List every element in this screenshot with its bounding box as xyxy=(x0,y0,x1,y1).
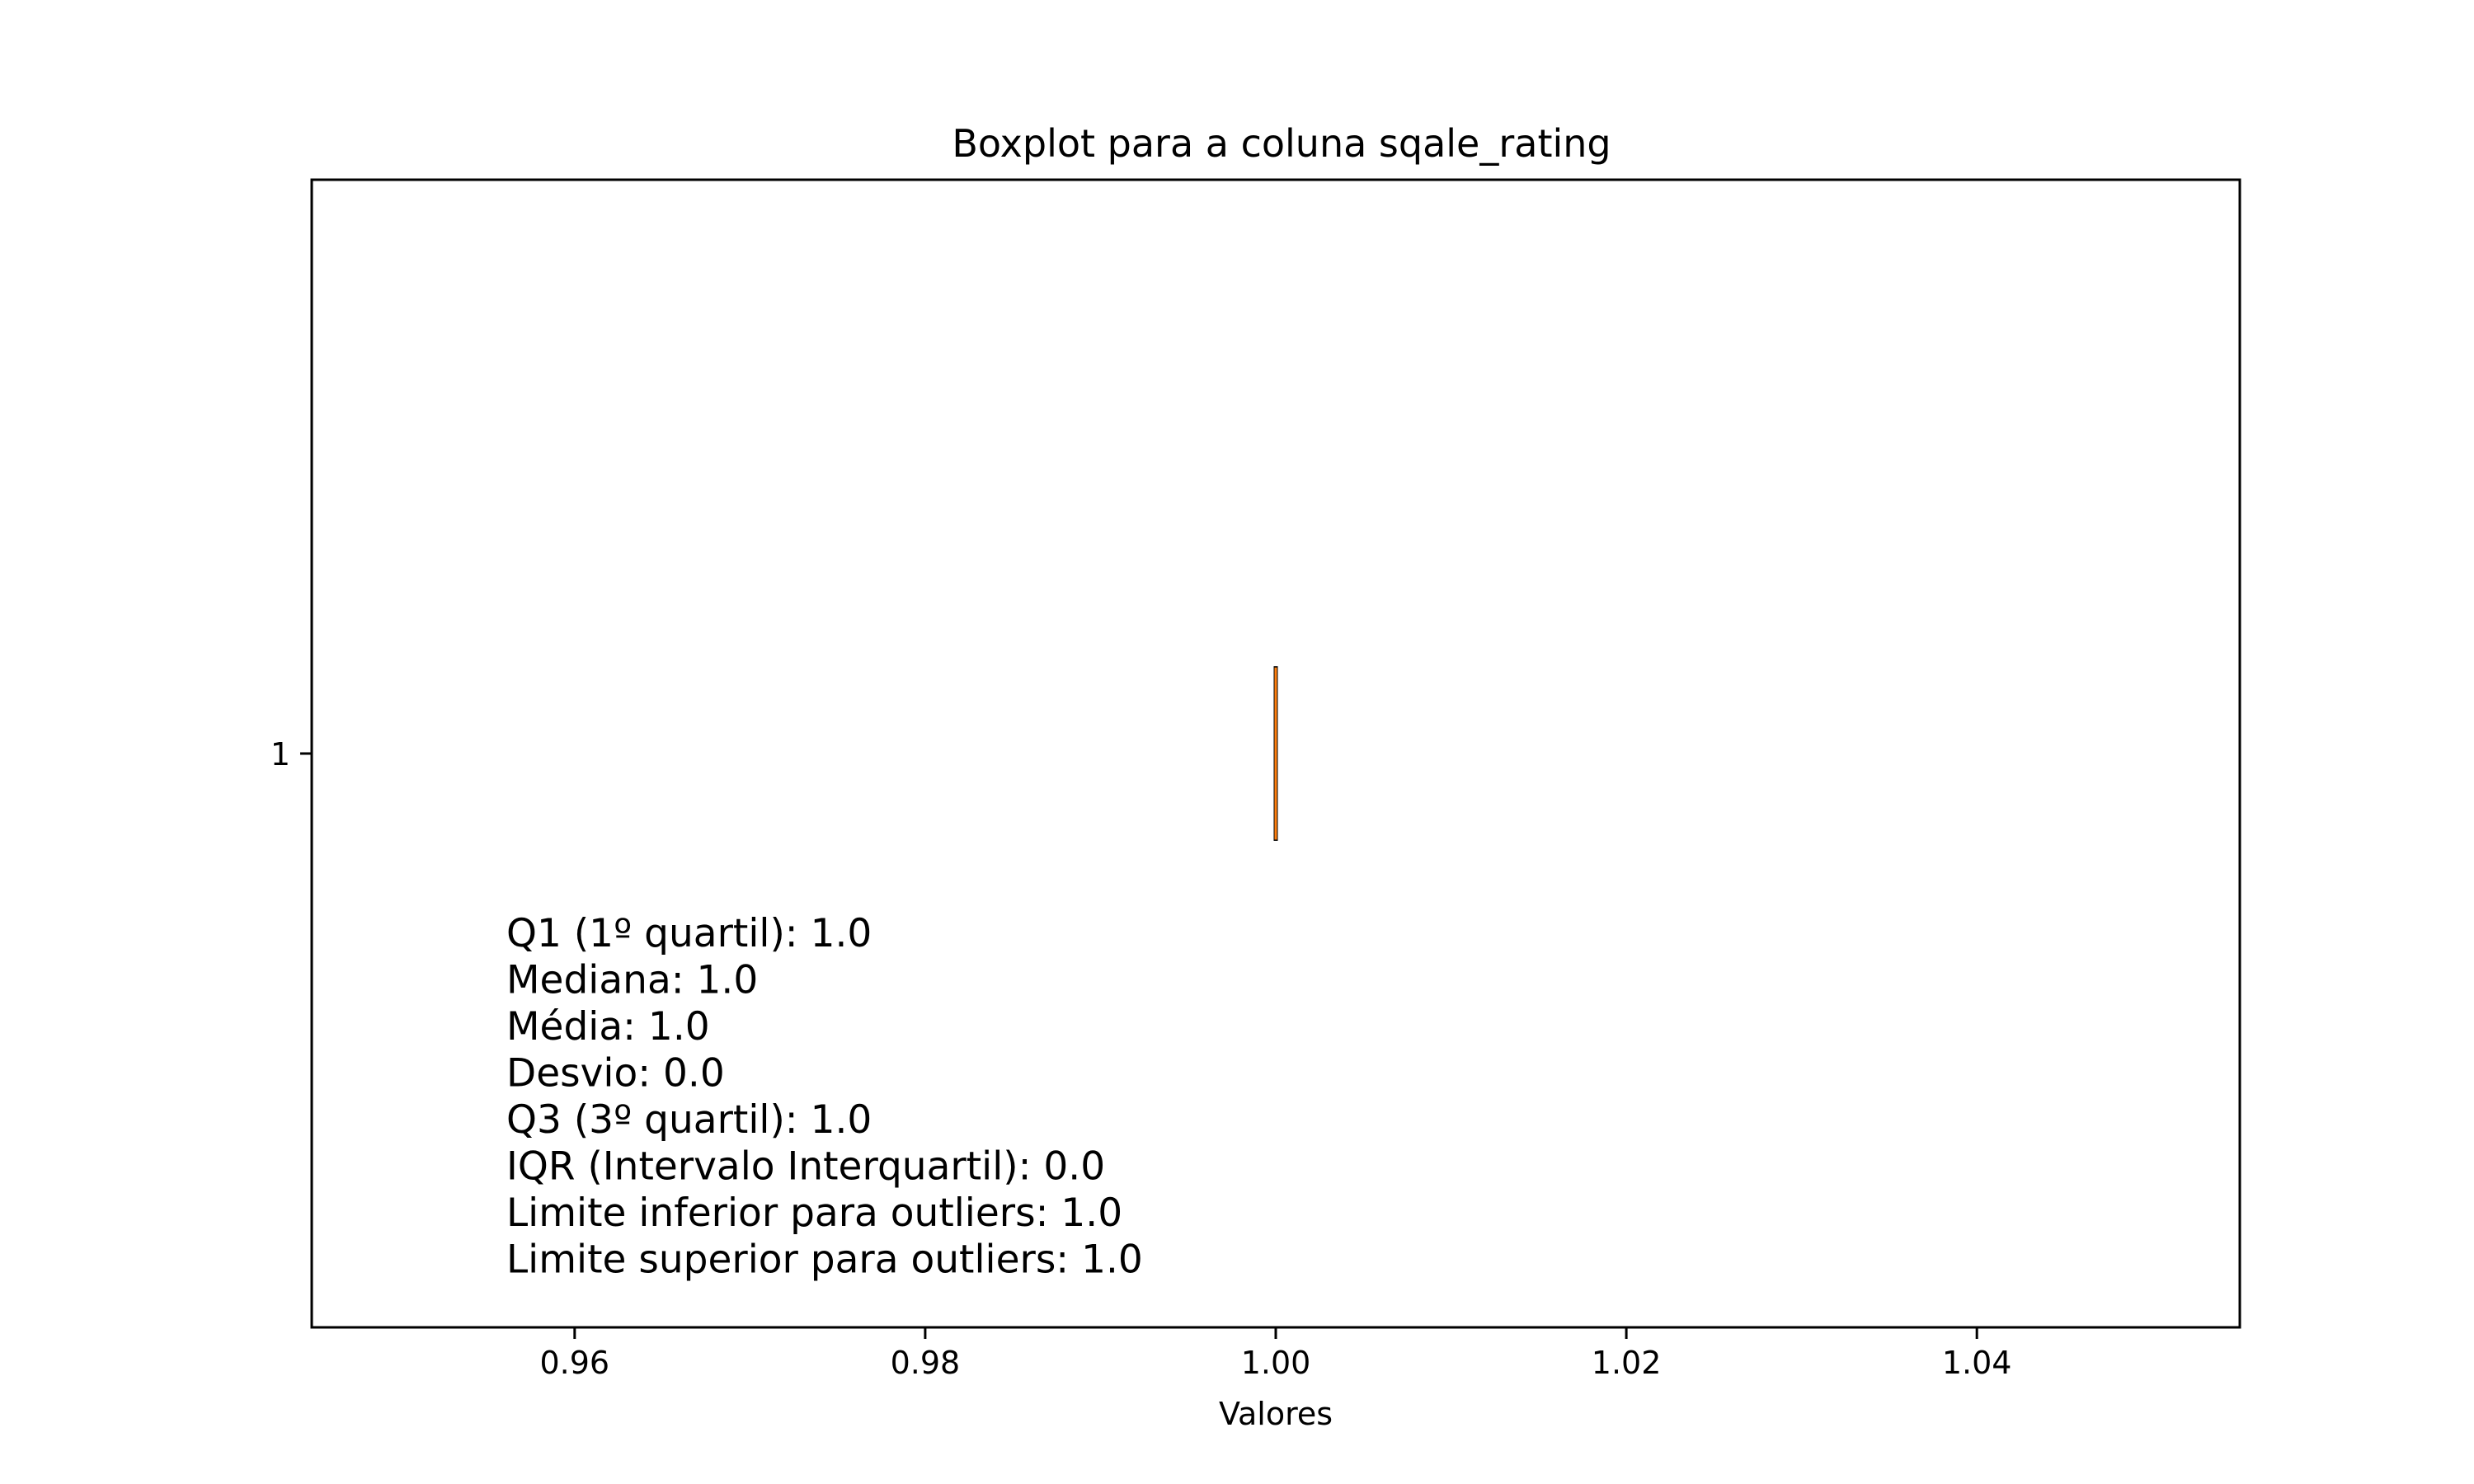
stat-annotation-line: IQR (Intervalo Interquartil): 0.0 xyxy=(506,1144,1105,1190)
stat-annotation-line: Média: 1.0 xyxy=(506,1004,710,1050)
stat-annotation-line: Limite inferior para outliers: 1.0 xyxy=(506,1190,1122,1236)
y-tick-label: 1 xyxy=(270,736,290,773)
stat-annotation-line: Mediana: 1.0 xyxy=(506,958,758,1003)
stat-annotation-line: Q3 (3º quartil): 1.0 xyxy=(506,1097,872,1143)
chart-title: Boxplot para a coluna sqale_rating xyxy=(952,121,1611,166)
stat-annotation-line: Limite superior para outliers: 1.0 xyxy=(506,1237,1143,1283)
x-axis-label: Valores xyxy=(1219,1396,1333,1432)
x-tick-label: 1.02 xyxy=(1592,1345,1662,1381)
boxplot-marks xyxy=(1273,666,1278,841)
x-axis-ticks: 0.96 0.98 1.00 1.02 1.04 xyxy=(540,1327,2012,1381)
stat-annotation-line: Desvio: 0.0 xyxy=(506,1051,725,1097)
x-tick-label: 0.98 xyxy=(891,1345,961,1381)
x-tick-label: 1.04 xyxy=(1942,1345,2012,1381)
x-tick-label: 1.00 xyxy=(1241,1345,1311,1381)
x-tick-label: 0.96 xyxy=(540,1345,610,1381)
y-axis-ticks: 1 xyxy=(270,736,312,773)
stat-annotation-line: Q1 (1º quartil): 1.0 xyxy=(506,911,872,956)
